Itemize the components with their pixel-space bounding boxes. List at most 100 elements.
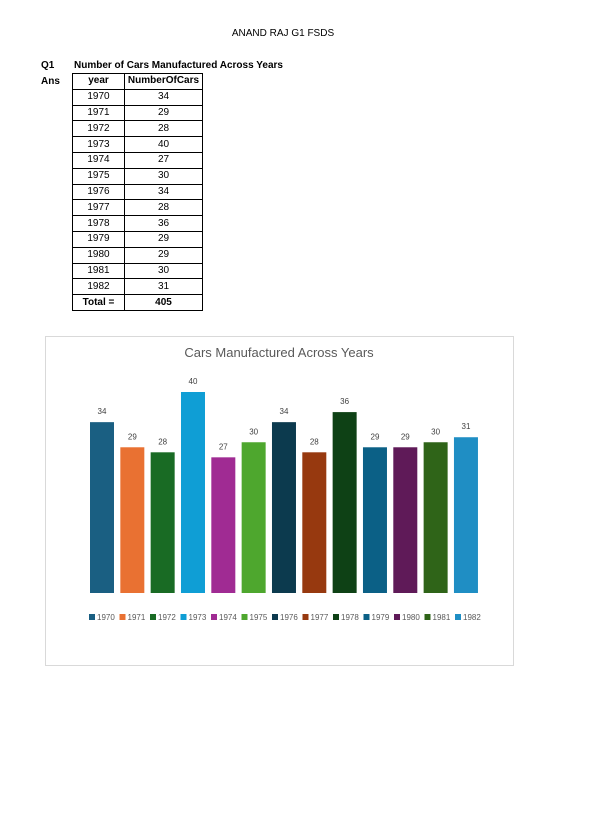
table-cell: 31	[124, 278, 203, 296]
data-label: 30	[431, 427, 440, 436]
bar	[271, 422, 296, 593]
legend-swatch	[89, 614, 95, 620]
bar	[453, 437, 478, 593]
bar	[180, 392, 205, 593]
legend-swatch	[272, 614, 278, 620]
question-text: Number of Cars Manufactured Across Years	[74, 60, 283, 71]
table-cell: 30	[124, 167, 203, 185]
table-cell: 30	[124, 262, 203, 280]
table-cell: 1978	[72, 215, 125, 232]
table-cell: 1973	[72, 136, 125, 153]
table-cell: 1972	[72, 120, 125, 138]
data-label: 34	[280, 407, 289, 416]
table-cell: 1975	[72, 167, 125, 185]
legend-label: 1980	[402, 613, 420, 622]
table-cell: 29	[124, 104, 203, 122]
table-cell: 1976	[72, 183, 125, 201]
bar	[241, 442, 266, 593]
table-cell: 29	[124, 230, 203, 248]
data-label: 29	[371, 432, 380, 441]
legend-label: 1982	[463, 613, 481, 622]
legend-label: 1978	[341, 613, 359, 622]
legend-swatch	[180, 614, 187, 620]
legend-label: 1972	[158, 613, 176, 622]
table-row: 1973 40	[72, 136, 203, 153]
chart: Cars Manufactured Across Years 34 29 28 40 2…	[45, 336, 514, 666]
legend-swatch	[424, 614, 431, 620]
data-table: year NumberOfCars 1970 34 1971 29 1972 28 1973 40…	[72, 73, 203, 311]
data-label: 36	[340, 397, 349, 406]
table-cell: 28	[124, 199, 203, 217]
table-header-row: year NumberOfCars	[72, 73, 203, 90]
table-cell: 1970	[72, 88, 125, 106]
legend-label: 1977	[311, 613, 329, 622]
table-cell: 27	[124, 151, 203, 169]
table-row: 1981 30	[72, 262, 203, 280]
table-cell: 1980	[72, 246, 125, 264]
table-row: 1972 28	[72, 120, 203, 138]
bar	[332, 412, 357, 593]
table-row: 1974 27	[72, 151, 203, 169]
legend-label: 1976	[280, 613, 298, 622]
table-row: 1970 34	[72, 88, 203, 106]
bar	[423, 442, 448, 593]
table-row: 1976 34	[72, 183, 203, 201]
table-row: 1971 29	[72, 104, 203, 122]
table-cell: 1981	[72, 262, 125, 280]
legend-label: 1970	[97, 613, 115, 622]
answer-label: Ans	[41, 76, 60, 87]
data-label: 28	[158, 437, 167, 446]
page-header: ANAND RAJ G1 FSDS	[231, 28, 335, 39]
bar	[150, 452, 175, 593]
legend-swatch	[302, 614, 309, 620]
legend-swatch	[333, 614, 339, 620]
table-row: 1982 31	[72, 278, 203, 296]
bar	[362, 447, 387, 593]
table-row: 1975 30	[72, 167, 203, 185]
data-label: 27	[219, 442, 228, 451]
legend-label: 1973	[189, 613, 207, 622]
legend-label: 1974	[219, 613, 237, 622]
legend-swatch	[119, 614, 126, 620]
data-label: 29	[401, 432, 410, 441]
table-cell: 40	[124, 136, 203, 153]
legend-swatch	[363, 614, 370, 620]
bar	[302, 452, 327, 593]
legend-swatch	[150, 614, 156, 620]
table-cell: 29	[124, 246, 203, 264]
legend-swatch	[241, 614, 248, 620]
table-cell: 1979	[72, 230, 125, 248]
legend-label: 1981	[433, 613, 451, 622]
column-header: year	[72, 73, 125, 90]
table-cell: 34	[124, 88, 203, 106]
bar	[90, 422, 114, 593]
table-body: year NumberOfCars 1970 34 1971 29 1972 28 1973 40…	[72, 73, 203, 311]
table-row: 1980 29	[72, 246, 203, 264]
legend-swatch	[455, 614, 461, 620]
table-cell: 1982	[72, 278, 125, 296]
data-label: 30	[249, 427, 258, 436]
legend-swatch	[211, 614, 217, 620]
chart-title: Cars Manufactured Across Years	[184, 345, 374, 360]
data-label: 28	[310, 437, 319, 446]
table-cell: 34	[124, 183, 203, 201]
table-cell: 36	[124, 215, 203, 232]
column-header: NumberOfCars	[124, 73, 203, 90]
table-cell: 1971	[72, 104, 125, 122]
legend-label: 1979	[372, 613, 390, 622]
total-label: Total =	[72, 294, 125, 311]
table-row: 1979 29	[72, 230, 203, 248]
bar	[120, 447, 145, 593]
data-label: 31	[462, 422, 471, 431]
legend-label: 1975	[250, 613, 268, 622]
table-cell: 1977	[72, 199, 125, 217]
bar	[211, 457, 236, 593]
total-row: Total = 405	[72, 294, 203, 311]
data-label: 34	[98, 407, 107, 416]
table-cell: 1974	[72, 151, 125, 169]
table-cell: 28	[124, 120, 203, 138]
question-label: Q1	[41, 60, 55, 71]
legend-label: 1971	[128, 613, 146, 622]
table-row: 1978 36	[72, 215, 203, 232]
